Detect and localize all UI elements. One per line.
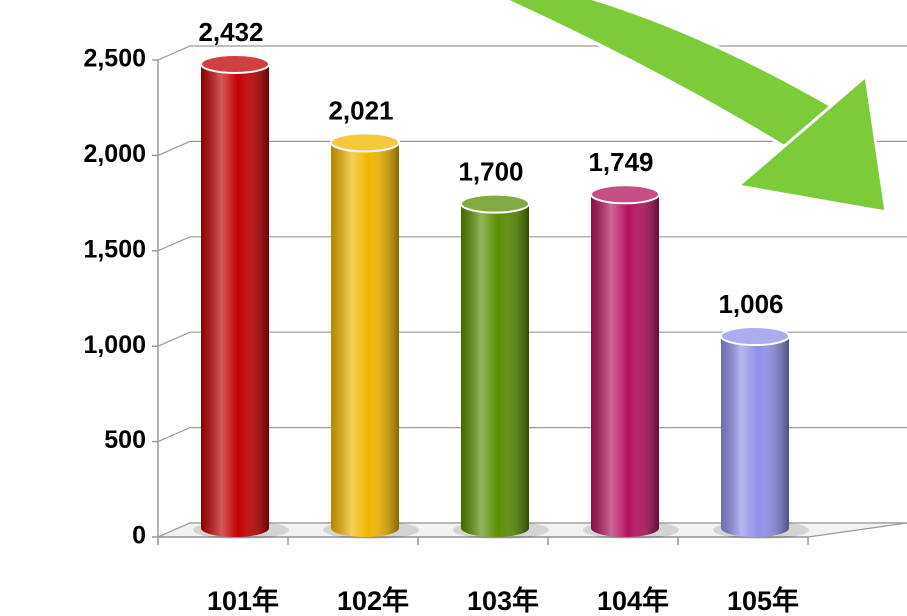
value-label: 1,700 <box>458 157 523 187</box>
bar-shade <box>591 194 659 537</box>
trend-arrow <box>502 0 888 214</box>
bar-top <box>330 132 400 153</box>
value-label: 1,006 <box>718 289 783 319</box>
bar <box>330 132 400 538</box>
bar-top <box>720 326 790 347</box>
bar-top-shine <box>461 194 529 213</box>
bar <box>590 184 660 537</box>
x-tick-label: 102年 <box>337 585 409 616</box>
value-label: 1,749 <box>588 147 653 177</box>
y-tick-label: 500 <box>104 426 146 454</box>
bars: 101年 2,432 102年 2,021 103年 1,700 104年 1,749 105年… <box>193 17 809 616</box>
grid-line <box>157 140 907 156</box>
x-tick-label: 101年 <box>207 585 279 616</box>
y-tick-label: 0 <box>132 522 146 550</box>
x-tick-label: 103年 <box>467 585 539 616</box>
bar <box>460 193 530 537</box>
arrow-body <box>502 0 838 152</box>
grid-line <box>157 427 907 443</box>
x-tick-label: 105年 <box>727 585 799 616</box>
bar-top <box>590 184 660 205</box>
bar <box>200 53 270 538</box>
bar-top-shine <box>331 133 399 152</box>
bar-top <box>460 193 530 214</box>
bar-top-shine <box>591 185 659 204</box>
grid-line <box>157 331 907 347</box>
grid-line <box>157 45 907 61</box>
y-tick-label: 1,500 <box>83 235 146 263</box>
value-label: 2,021 <box>328 95 393 125</box>
bar <box>720 326 790 537</box>
bar-top <box>200 53 270 74</box>
y-tick-label: 1,000 <box>83 331 146 359</box>
arrow-head <box>734 73 888 214</box>
bar-top-shine <box>721 327 789 346</box>
y-tick-label: 2,000 <box>83 140 146 168</box>
bar-top-shine <box>201 54 269 73</box>
x-tick-label: 104年 <box>597 585 669 616</box>
bar-shade <box>201 63 269 538</box>
grid-line <box>157 236 907 252</box>
value-label: 2,432 <box>198 17 263 47</box>
y-tick-label: 2,500 <box>83 45 146 73</box>
bar-shade <box>461 203 529 537</box>
bar-shade <box>331 142 399 538</box>
bar-shade <box>721 336 789 537</box>
